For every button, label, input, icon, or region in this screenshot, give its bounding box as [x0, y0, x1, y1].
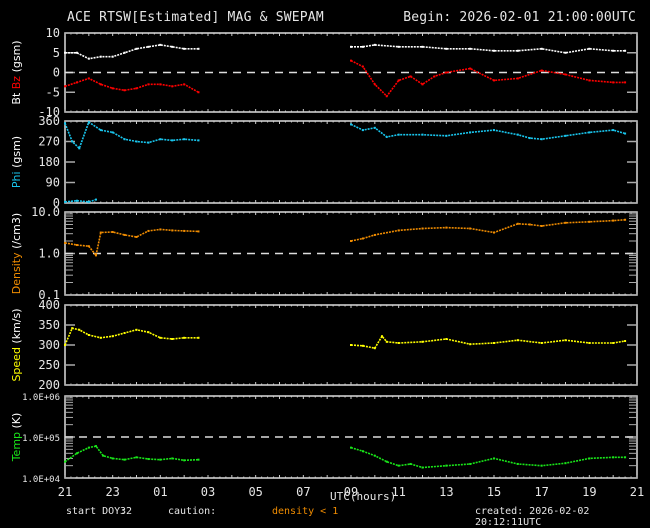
- svg-text:250: 250: [38, 358, 60, 372]
- start-doy-value: 32: [120, 506, 133, 517]
- svg-text:0: 0: [53, 196, 60, 210]
- svg-text:5: 5: [53, 46, 60, 60]
- svg-text:1.0: 1.0: [38, 247, 60, 261]
- x-tick-label: 21: [58, 485, 72, 499]
- svg-text:300: 300: [38, 338, 60, 352]
- x-tick-label: 05: [248, 485, 262, 499]
- bt-bz-ylabel: Bt Bz (gsm): [10, 40, 23, 104]
- x-axis-label: UTC(hours): [330, 490, 397, 503]
- x-tick-label: 03: [201, 485, 215, 499]
- svg-text:90: 90: [46, 176, 60, 190]
- temp-series: [64, 445, 626, 469]
- svg-text:0: 0: [53, 66, 60, 80]
- svg-text:360: 360: [38, 114, 60, 128]
- svg-text:400: 400: [38, 298, 60, 312]
- bt-bz-panel: 10 5 0 -5 -10 Bt Bz (gsm): [10, 26, 638, 119]
- begin-time: Begin: 2026-02-01 21:00:00UTC: [403, 10, 636, 25]
- svg-text:200: 200: [38, 378, 60, 392]
- phi-low-series: [64, 198, 97, 203]
- phi-ylabel: Phi (gsm): [10, 136, 23, 188]
- x-tick-label: 21: [630, 485, 644, 499]
- x-tick-label: 17: [534, 485, 548, 499]
- svg-text:180: 180: [38, 155, 60, 169]
- x-tick-label: 09: [344, 485, 358, 499]
- svg-text:270: 270: [38, 135, 60, 149]
- svg-text:0.1: 0.1: [38, 288, 60, 302]
- svg-text:1.0E+05: 1.0E+05: [22, 434, 60, 444]
- x-tick-label: 13: [439, 485, 453, 499]
- speed-panel: 400 350 300 250 200 Speed (km/s): [10, 298, 638, 392]
- svg-text:-10: -10: [38, 105, 60, 119]
- density-ylabel: Density (/cm3): [10, 213, 23, 294]
- phi-series: [64, 120, 626, 150]
- x-tick-label: 11: [391, 485, 405, 499]
- created-time: created: 2026-02-02 20:12:11UTC: [475, 506, 590, 528]
- speed-ylabel: Speed (km/s): [10, 308, 23, 381]
- chart-title: ACE RTSW[Estimated] MAG & SWEPAM: [67, 10, 324, 25]
- phi-panel: 360 270 180 90 0 Phi (gsm): [10, 114, 638, 210]
- bz-series: [64, 59, 626, 98]
- start-doy-label: start DOY:: [66, 506, 127, 517]
- svg-text:-5: -5: [46, 85, 60, 99]
- temp-panel: 1.0E+06 1.0E+05 1.0E+04 Temp (K): [10, 393, 638, 485]
- bt-series: [65, 44, 626, 60]
- svg-text:10.0: 10.0: [31, 205, 60, 219]
- svg-text:350: 350: [38, 318, 60, 332]
- caution-label: caution:: [168, 506, 217, 517]
- x-tick-label: 23: [105, 485, 119, 499]
- svg-text:10: 10: [46, 26, 60, 40]
- x-tick-label: 19: [582, 485, 596, 499]
- x-tick-label: 07: [296, 485, 310, 499]
- svg-text:1.0E+04: 1.0E+04: [22, 475, 60, 485]
- caution-note: density < 1: [272, 506, 339, 517]
- density-panel: 10.0 1.0 0.1 Density (/cm3): [10, 205, 638, 302]
- svg-text:1.0E+06: 1.0E+06: [22, 393, 60, 403]
- temp-ylabel: Temp (K): [10, 413, 23, 463]
- x-tick-label: 01: [153, 485, 167, 499]
- x-tick-label: 15: [487, 485, 501, 499]
